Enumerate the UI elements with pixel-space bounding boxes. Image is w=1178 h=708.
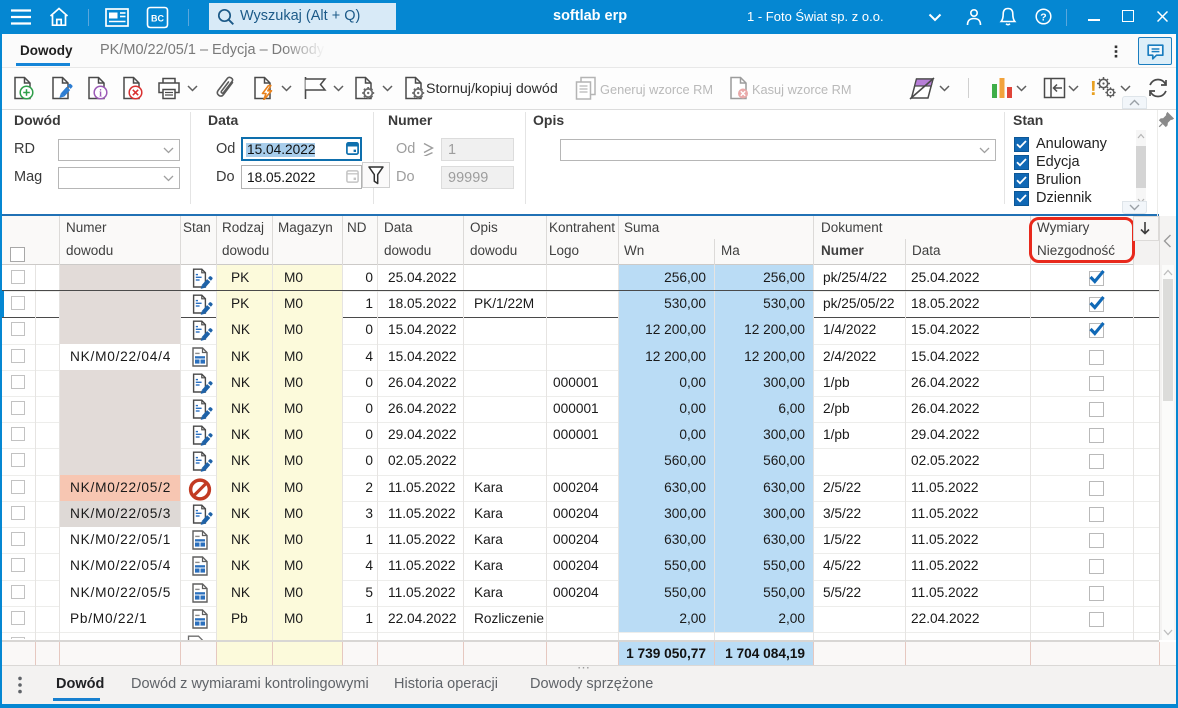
svg-text:?: ? [1040,11,1046,23]
svg-text:i: i [99,88,102,99]
svg-text:BC: BC [151,14,164,24]
svg-text:!: ! [1090,78,1097,100]
